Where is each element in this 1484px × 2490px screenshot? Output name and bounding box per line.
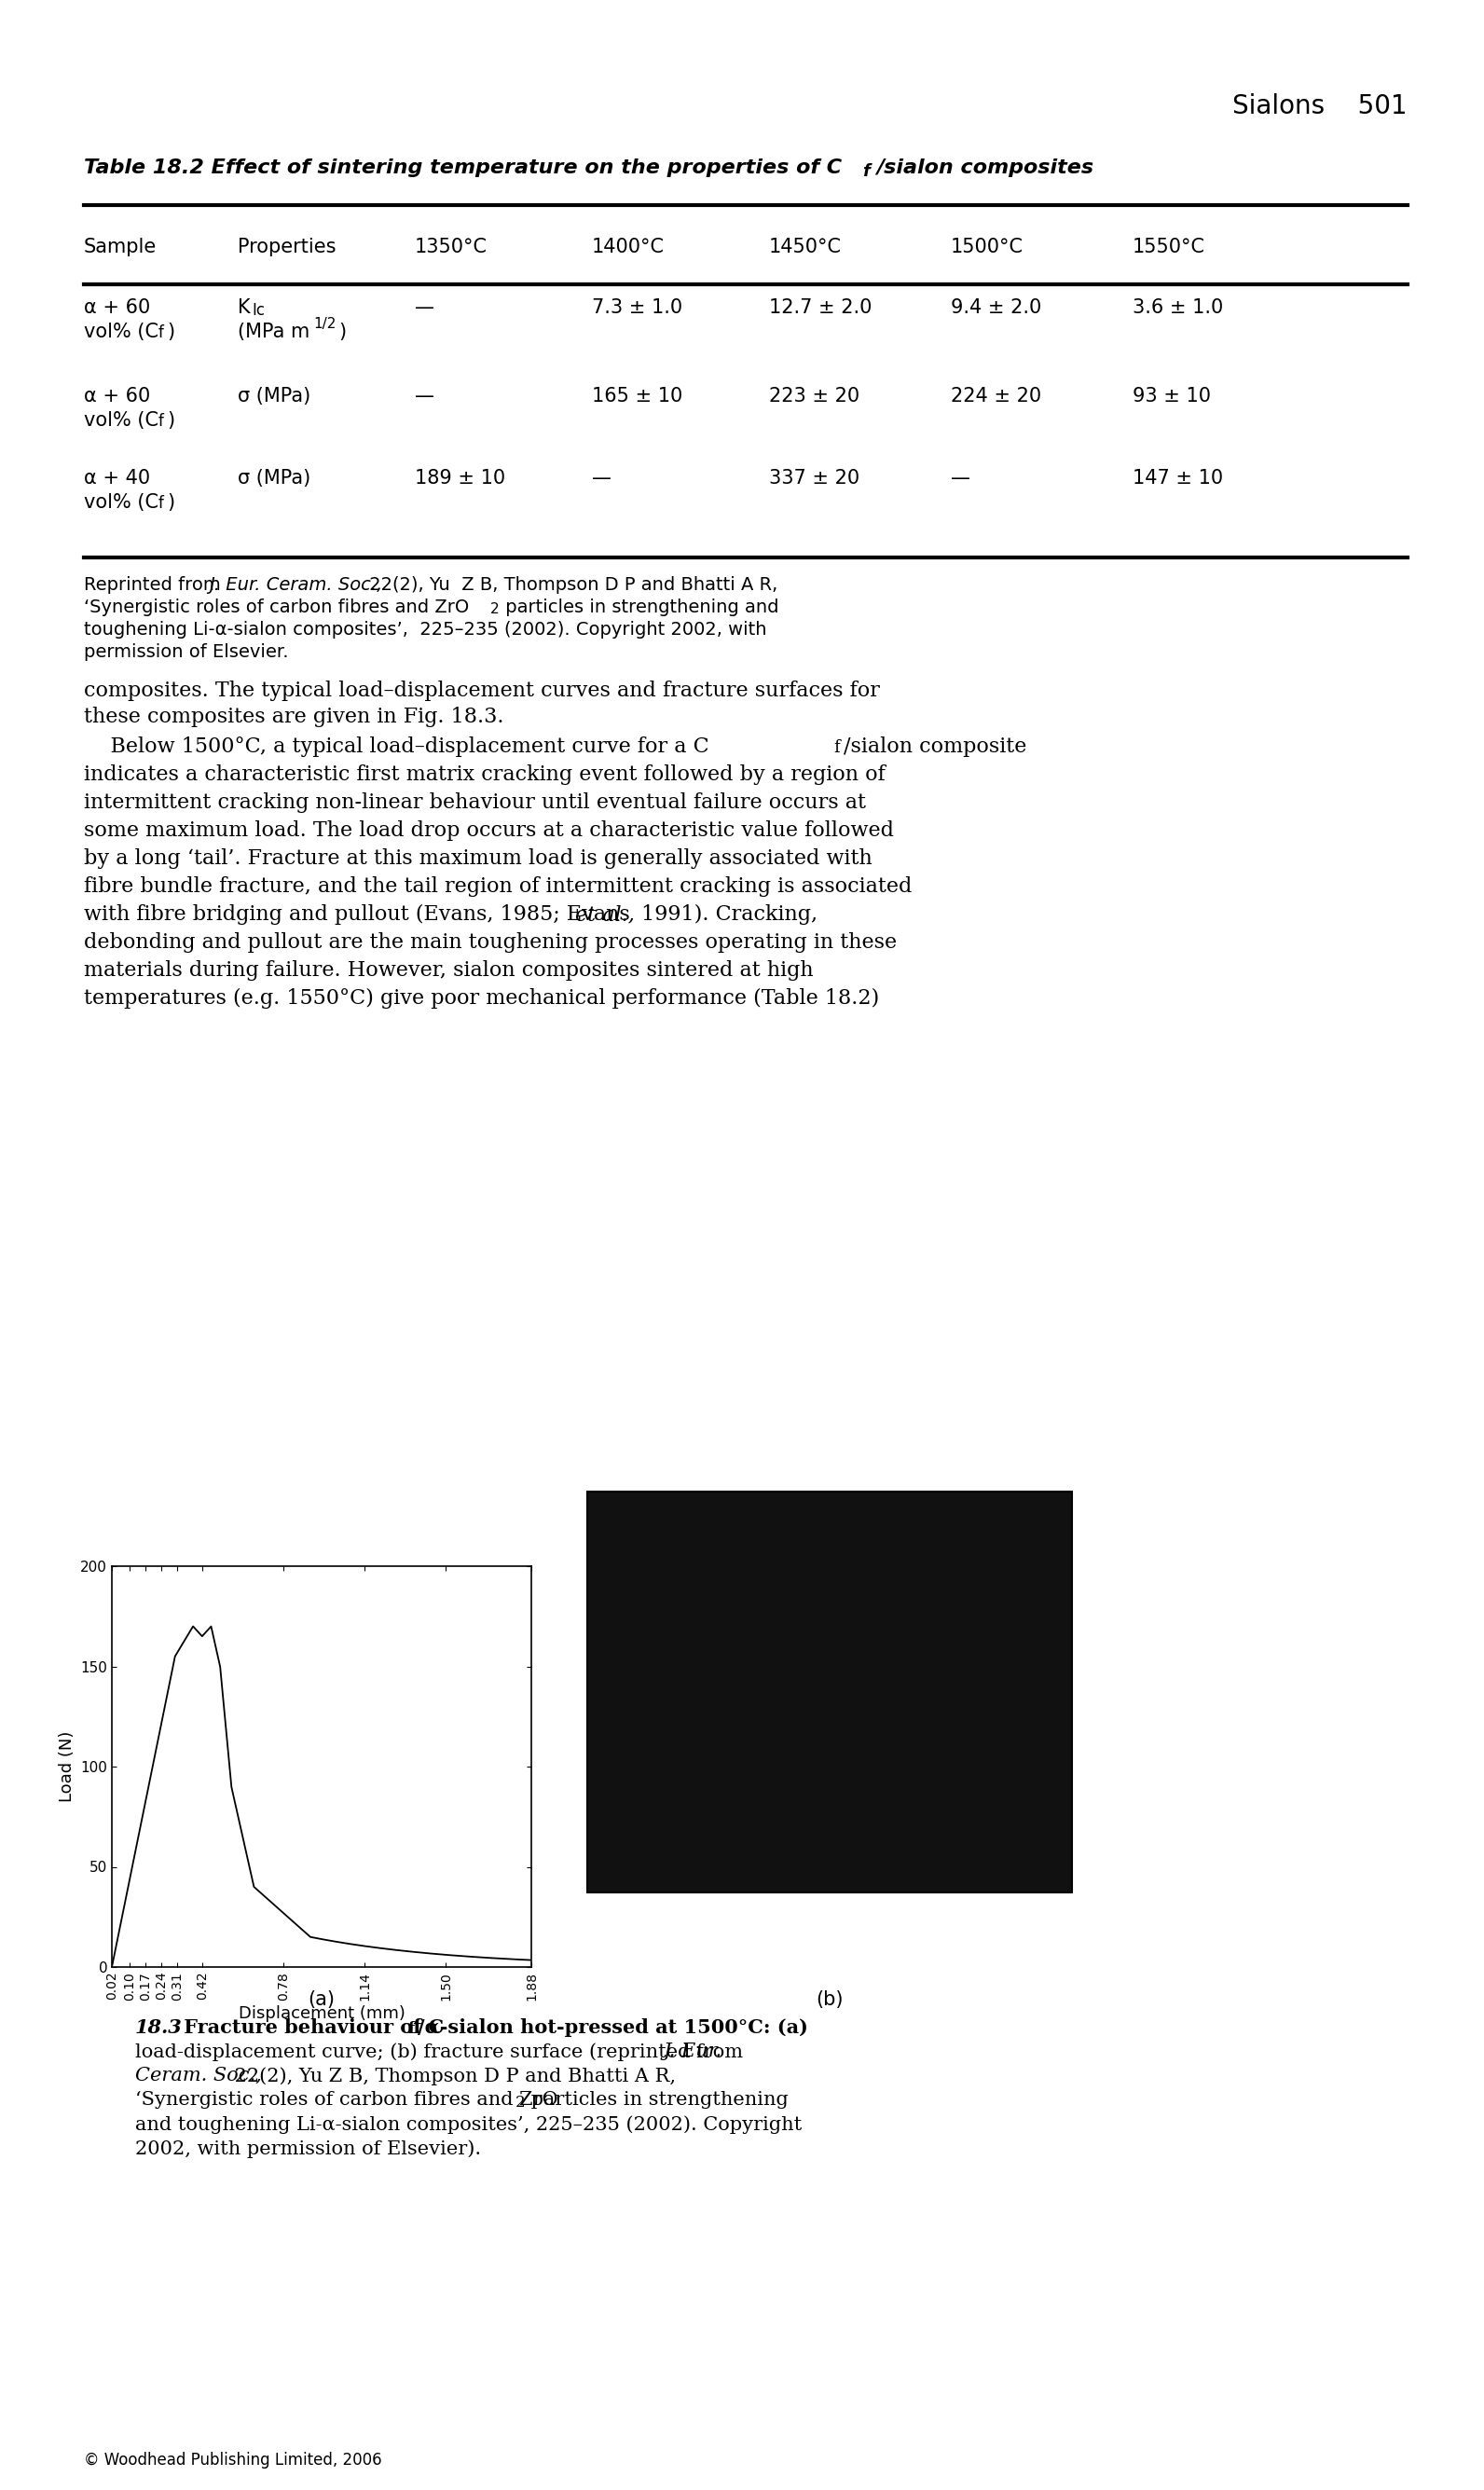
- Text: ‘Synergistic roles of carbon fibres and ZrO: ‘Synergistic roles of carbon fibres and …: [135, 2092, 558, 2109]
- Text: vol% (C: vol% (C: [85, 324, 159, 341]
- Text: intermittent cracking non-linear behaviour until eventual failure occurs at: intermittent cracking non-linear behavio…: [85, 792, 867, 812]
- Text: 7.3 ± 1.0: 7.3 ± 1.0: [592, 299, 683, 316]
- Text: © Woodhead Publishing Limited, 2006: © Woodhead Publishing Limited, 2006: [85, 2453, 381, 2468]
- Text: 1500°C: 1500°C: [951, 237, 1024, 256]
- Text: composites. The typical load–displacement curves and fracture surfaces for: composites. The typical load–displacemen…: [85, 680, 880, 702]
- Text: α + 60: α + 60: [85, 299, 150, 316]
- Text: these composites are given in Fig. 18.3.: these composites are given in Fig. 18.3.: [85, 707, 505, 727]
- Text: with fibre bridging and pullout (Evans, 1985; Evans: with fibre bridging and pullout (Evans, …: [85, 904, 637, 924]
- Text: 2: 2: [490, 603, 499, 615]
- Text: vol% (C: vol% (C: [85, 411, 159, 431]
- Text: 165 ± 10: 165 ± 10: [592, 386, 683, 406]
- Text: debonding and pullout are the main toughening processes operating in these: debonding and pullout are the main tough…: [85, 931, 896, 954]
- Text: f: f: [159, 413, 163, 431]
- Text: /sialon composite: /sialon composite: [843, 737, 1027, 757]
- Text: ): ): [166, 411, 175, 431]
- Text: 189 ± 10: 189 ± 10: [416, 468, 506, 488]
- Text: load-displacement curve; (b) fracture surface (reprinted from: load-displacement curve; (b) fracture su…: [135, 2042, 749, 2062]
- Text: 22(2), Yu  Z B, Thompson D P and Bhatti A R,: 22(2), Yu Z B, Thompson D P and Bhatti A…: [364, 575, 778, 593]
- Text: ‘Synergistic roles of carbon fibres and ZrO: ‘Synergistic roles of carbon fibres and …: [85, 598, 469, 615]
- Text: by a long ‘tail’. Fracture at this maximum load is generally associated with: by a long ‘tail’. Fracture at this maxim…: [85, 849, 873, 869]
- Y-axis label: Load (N): Load (N): [58, 1731, 76, 1803]
- Text: σ (MPa): σ (MPa): [237, 468, 310, 488]
- Text: (b): (b): [816, 1990, 843, 2009]
- Text: particles in strengthening and: particles in strengthening and: [500, 598, 779, 615]
- Text: Ic: Ic: [252, 301, 264, 319]
- Text: —: —: [592, 468, 611, 488]
- Text: Sample: Sample: [85, 237, 157, 256]
- Text: K: K: [237, 299, 251, 316]
- Text: f: f: [862, 164, 870, 179]
- Text: fibre bundle fracture, and the tail region of intermittent cracking is associate: fibre bundle fracture, and the tail regi…: [85, 876, 913, 896]
- Text: and toughening Li-α-sialon composites’, 225–235 (2002). Copyright: and toughening Li-α-sialon composites’, …: [135, 2114, 801, 2134]
- Text: 12.7 ± 2.0: 12.7 ± 2.0: [769, 299, 873, 316]
- Text: 337 ± 20: 337 ± 20: [769, 468, 859, 488]
- Text: 223 ± 20: 223 ± 20: [769, 386, 859, 406]
- Text: Sialons    501: Sialons 501: [1233, 92, 1407, 120]
- Text: 1450°C: 1450°C: [769, 237, 841, 256]
- Text: J. Eur. Ceram. Soc.,: J. Eur. Ceram. Soc.,: [209, 575, 383, 593]
- Text: Reprinted from: Reprinted from: [85, 575, 227, 593]
- Text: vol% (C: vol% (C: [85, 493, 159, 513]
- Text: f: f: [159, 496, 163, 513]
- Text: f: f: [407, 2022, 414, 2037]
- Text: Ceram. Soc.,: Ceram. Soc.,: [135, 2067, 261, 2084]
- Text: et al.,: et al.,: [576, 904, 635, 924]
- Text: 22(2), Yu Z B, Thompson D P and Bhatti A R,: 22(2), Yu Z B, Thompson D P and Bhatti A…: [229, 2067, 675, 2084]
- Text: 1/2: 1/2: [313, 316, 335, 331]
- Text: Below 1500°C, a typical load–displacement curve for a C: Below 1500°C, a typical load–displacemen…: [85, 737, 709, 757]
- Text: 18.3: 18.3: [135, 2019, 183, 2037]
- Text: Fracture behaviour of C: Fracture behaviour of C: [177, 2019, 444, 2037]
- Text: permission of Elsevier.: permission of Elsevier.: [85, 642, 288, 660]
- Text: 93 ± 10: 93 ± 10: [1132, 386, 1211, 406]
- Text: 1350°C: 1350°C: [416, 237, 488, 256]
- Text: 1991). Cracking,: 1991). Cracking,: [635, 904, 818, 924]
- Text: Properties: Properties: [237, 237, 335, 256]
- Text: f: f: [159, 324, 163, 341]
- Text: 3.6 ± 1.0: 3.6 ± 1.0: [1132, 299, 1223, 316]
- Text: temperatures (e.g. 1550°C) give poor mechanical performance (Table 18.2): temperatures (e.g. 1550°C) give poor mec…: [85, 989, 879, 1008]
- Text: ): ): [338, 324, 346, 341]
- Text: —: —: [951, 468, 971, 488]
- Text: /α-sialon hot-pressed at 1500°C: (a): /α-sialon hot-pressed at 1500°C: (a): [417, 2019, 809, 2037]
- Text: —: —: [416, 299, 435, 316]
- Text: σ (MPa): σ (MPa): [237, 386, 310, 406]
- Text: 9.4 ± 2.0: 9.4 ± 2.0: [951, 299, 1042, 316]
- Text: toughening Li-α-sialon composites’,  225–235 (2002). Copyright 2002, with: toughening Li-α-sialon composites’, 225–…: [85, 620, 767, 637]
- Text: 2002, with permission of Elsevier).: 2002, with permission of Elsevier).: [135, 2139, 481, 2159]
- Text: particles in strengthening: particles in strengthening: [525, 2092, 788, 2109]
- Text: 147 ± 10: 147 ± 10: [1132, 468, 1223, 488]
- Text: some maximum load. The load drop occurs at a characteristic value followed: some maximum load. The load drop occurs …: [85, 819, 893, 842]
- Text: α + 60: α + 60: [85, 386, 150, 406]
- Text: f: f: [834, 740, 840, 757]
- Text: J. Eur.: J. Eur.: [663, 2042, 723, 2059]
- Text: (a): (a): [309, 1990, 335, 2009]
- Text: 224 ± 20: 224 ± 20: [951, 386, 1042, 406]
- Text: /sialon composites: /sialon composites: [876, 159, 1094, 177]
- Text: ): ): [166, 324, 175, 341]
- Text: —: —: [416, 386, 435, 406]
- Text: ): ): [166, 493, 175, 513]
- Text: 2: 2: [515, 2094, 525, 2112]
- Text: Table 18.2 Effect of sintering temperature on the properties of C: Table 18.2 Effect of sintering temperatu…: [85, 159, 841, 177]
- Text: indicates a characteristic first matrix cracking event followed by a region of: indicates a characteristic first matrix …: [85, 764, 886, 784]
- X-axis label: Displacement (mm): Displacement (mm): [239, 2004, 405, 2022]
- Text: (MPa m: (MPa m: [237, 324, 310, 341]
- Text: 1550°C: 1550°C: [1132, 237, 1205, 256]
- Text: materials during failure. However, sialon composites sintered at high: materials during failure. However, sialo…: [85, 961, 813, 981]
- Text: 1400°C: 1400°C: [592, 237, 665, 256]
- Text: α + 40: α + 40: [85, 468, 150, 488]
